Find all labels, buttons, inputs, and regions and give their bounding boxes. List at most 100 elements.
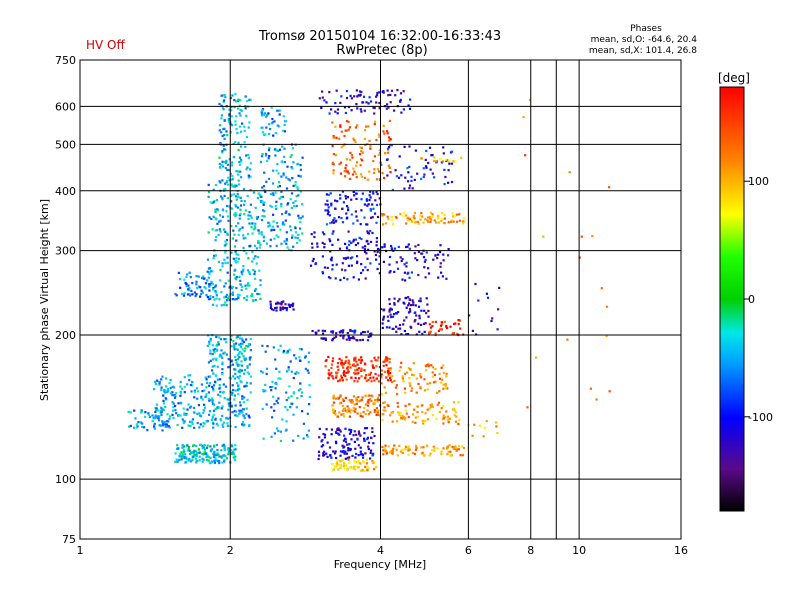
data-point [324, 338, 327, 341]
data-point [249, 337, 252, 341]
data-point [285, 307, 289, 310]
data-point [364, 427, 367, 430]
data-point [207, 391, 210, 394]
data-point [399, 212, 402, 216]
data-point [376, 247, 380, 251]
data-point [420, 309, 423, 312]
data-point [277, 235, 280, 239]
data-point [238, 156, 241, 159]
data-point [384, 358, 387, 361]
data-point [452, 215, 455, 218]
data-point [206, 344, 209, 347]
data-point [332, 221, 336, 224]
data-point [405, 333, 408, 336]
data-point [281, 195, 285, 198]
data-point [234, 444, 237, 447]
data-point [224, 96, 227, 99]
data-point [345, 256, 348, 260]
data-point [375, 203, 379, 207]
data-point [438, 158, 442, 161]
data-point [381, 172, 384, 175]
data-point [147, 413, 150, 416]
data-point [156, 416, 159, 419]
data-point [179, 286, 182, 289]
data-point [360, 110, 363, 113]
data-point [211, 353, 214, 356]
data-point [338, 137, 341, 140]
data-point [305, 434, 309, 437]
data-point [259, 279, 262, 282]
data-point [416, 259, 419, 262]
data-point [385, 450, 388, 453]
data-point [366, 438, 369, 441]
data-point [334, 277, 337, 280]
data-point [348, 410, 351, 413]
data-point [372, 192, 375, 195]
data-point [390, 248, 394, 251]
data-point [354, 364, 357, 368]
data-point [245, 357, 248, 360]
data-point [414, 257, 417, 260]
data-point [291, 402, 294, 405]
data-point [228, 286, 231, 289]
data-point [394, 386, 397, 389]
data-point [237, 253, 240, 256]
data-point [208, 461, 211, 464]
y-tick-label: 400 [55, 185, 76, 198]
data-point [247, 217, 250, 221]
data-point [226, 448, 229, 451]
data-point [162, 424, 165, 427]
data-point [332, 163, 335, 166]
data-point [260, 370, 263, 373]
data-point [433, 446, 436, 450]
data-point [222, 128, 225, 131]
data-point [288, 305, 291, 308]
data-point [396, 89, 399, 92]
data-point [423, 173, 426, 176]
data-point [442, 387, 445, 390]
data-point [420, 376, 423, 379]
data-point [253, 225, 257, 228]
data-point [370, 400, 373, 403]
data-point [240, 409, 243, 412]
data-point [403, 329, 406, 333]
data-point [327, 210, 330, 214]
data-point [165, 420, 168, 423]
data-point [367, 242, 370, 245]
data-point [412, 374, 416, 377]
data-point [230, 124, 234, 127]
data-point [453, 414, 456, 417]
data-point [381, 418, 384, 422]
data-point [272, 308, 275, 312]
data-point [303, 356, 307, 359]
data-point [183, 412, 186, 415]
data-point [415, 446, 418, 450]
data-point [191, 282, 194, 285]
data-point [380, 375, 383, 378]
data-point [249, 175, 252, 178]
data-point [247, 176, 250, 179]
data-point [354, 410, 357, 413]
data-point [223, 134, 226, 137]
data-point [405, 245, 408, 249]
data-point [214, 289, 217, 293]
data-point [291, 305, 294, 308]
data-point [392, 223, 395, 226]
data-point [196, 287, 199, 290]
data-point [391, 315, 395, 318]
data-point [306, 369, 309, 372]
data-point [301, 215, 304, 218]
data-point [455, 446, 458, 449]
data-point [220, 407, 223, 410]
data-point [223, 137, 226, 140]
data-point [390, 144, 393, 147]
data-point [354, 461, 357, 464]
data-point [347, 449, 350, 452]
data-point [389, 313, 392, 316]
data-point [406, 167, 409, 170]
data-point [297, 389, 301, 392]
data-point [278, 370, 281, 373]
data-point [328, 374, 331, 377]
data-point [371, 460, 374, 463]
